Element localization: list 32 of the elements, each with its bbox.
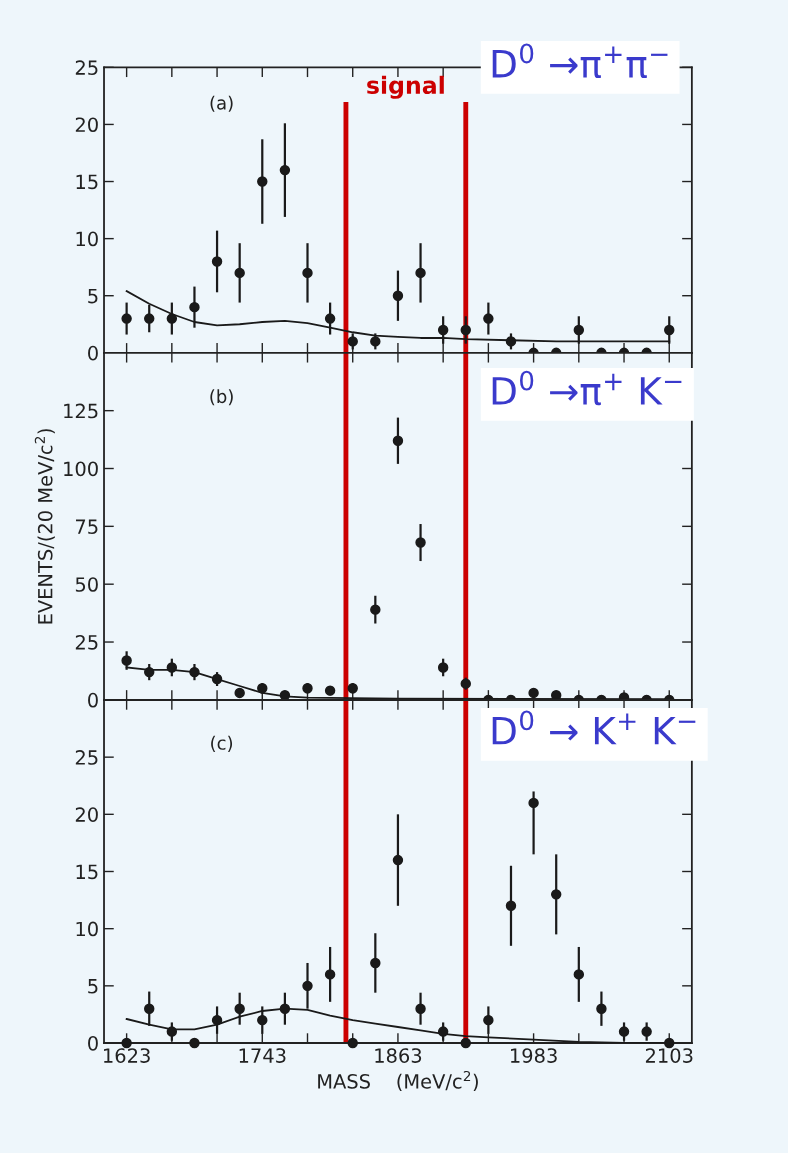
y-axis-title: EVENTS/(20 MeV/c$^{2}$) (34, 429, 55, 624)
annotation: (c) (211, 735, 233, 752)
y-tick-label: 100 (64, 461, 98, 477)
x-tick-label: 1623 (104, 1048, 150, 1063)
annotation: D$^{0}$ →π$^{+}$π$^{−}$ (492, 43, 668, 79)
y-tick-label: 15 (76, 174, 98, 190)
x-axis-title: MASS (MeV/c$^{2}$) (318, 1070, 478, 1092)
y-tick-label: 75 (76, 519, 98, 535)
y-tick-label: 0 (88, 692, 98, 708)
ref-line-label: signal (367, 75, 444, 99)
y-tick-label: 15 (76, 864, 98, 880)
y-tick-label: 25 (75, 634, 98, 650)
x-tick-label: 2103 (645, 1048, 693, 1063)
annotation: D$^{0}$ → K$^{+}$ K$^{−}$ (492, 710, 696, 745)
y-tick-label: 10 (76, 921, 98, 937)
x-tick-label: 1863 (375, 1048, 422, 1063)
annotation: D$^{0}$ →π$^{+}$ K$^{−}$ (492, 370, 682, 406)
y-tick-label: 0 (88, 1035, 98, 1051)
y-tick-label: 50 (75, 577, 98, 592)
annotation: (a) (210, 95, 233, 112)
annotation: (b) (210, 389, 233, 406)
y-tick-label: 25 (75, 750, 98, 765)
y-tick-label: 25 (75, 60, 98, 75)
y-tick-label: 0 (88, 345, 98, 361)
y-tick-label: 20 (75, 807, 98, 822)
y-tick-label: 5 (88, 979, 98, 994)
x-tick-label: 1983 (510, 1048, 557, 1063)
y-tick-label: 20 (75, 117, 98, 133)
y-tick-label: 10 (76, 231, 98, 247)
y-tick-label: 125 (64, 403, 98, 419)
y-tick-label: 5 (88, 288, 98, 304)
x-tick-label: 1743 (239, 1048, 286, 1063)
